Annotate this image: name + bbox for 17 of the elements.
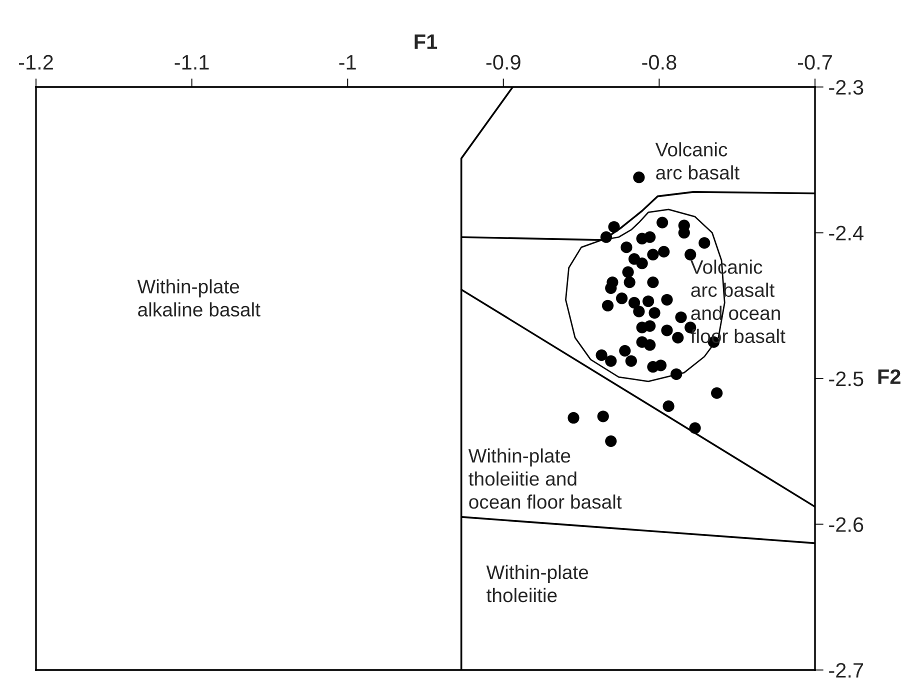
x-tick-label: -1.1 bbox=[174, 55, 209, 70]
x-axis-title: F1 bbox=[414, 34, 438, 49]
x-tick-label: -0.8 bbox=[642, 54, 676, 70]
x-tick-label: -0.9 bbox=[486, 54, 520, 70]
x-tick-label: -1.2 bbox=[18, 54, 53, 70]
x-tick-label: -0.7 bbox=[798, 54, 832, 70]
y-axis-title: F2 bbox=[878, 369, 900, 384]
annotation: Within-plate tholeiitie and ocean floor basalt bbox=[468, 448, 622, 509]
y-tick-label: -2.6 bbox=[829, 517, 864, 532]
annotation: Volcanic arc basalt bbox=[655, 142, 740, 180]
y-tick-label: -2.3 bbox=[829, 80, 864, 95]
annotation: Within-plate alkaline basalt bbox=[137, 279, 260, 317]
y-tick-label: -2.7 bbox=[829, 663, 864, 678]
x-tick-label: -1 bbox=[339, 55, 356, 70]
annotation: Within-plate tholeiitie bbox=[486, 564, 588, 602]
y-tick-label: -2.5 bbox=[829, 372, 864, 386]
y-tick-label: -2.4 bbox=[829, 226, 864, 240]
